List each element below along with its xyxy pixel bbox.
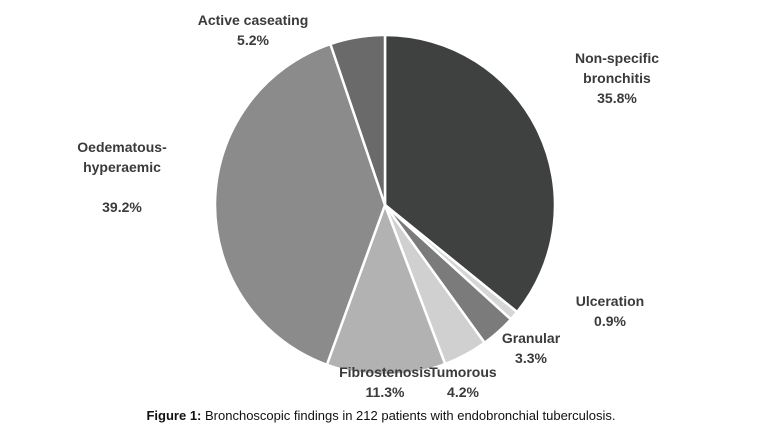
slice-label: Granular 3.3%	[486, 328, 576, 368]
slice-label: Ulceration 0.9%	[560, 291, 660, 331]
value-label: 11.3%	[365, 384, 405, 400]
pie-slice	[329, 33, 387, 207]
slice-label: Active caseating 5.2%	[173, 10, 333, 50]
category-label: Granular	[501, 330, 561, 346]
category-label: Ulceration	[575, 293, 645, 309]
slice-label: Tumorous 4.2%	[418, 362, 508, 402]
value-label: 5.2%	[237, 32, 269, 48]
value-label: 0.9%	[594, 313, 626, 329]
category-label: Active caseating	[197, 12, 309, 28]
slice-label: Non-specific bronchitis 35.8%	[562, 48, 672, 108]
value-label: 39.2%	[102, 199, 142, 215]
slice-label: Fibrostenosis 11.3%	[330, 362, 440, 402]
pie-slice	[383, 33, 557, 314]
category-label: Non-specific bronchitis	[574, 50, 659, 86]
category-label: Fibrostenosis	[339, 364, 431, 380]
pie-slice	[213, 42, 387, 366]
value-label: 4.2%	[447, 384, 479, 400]
category-label: Tumorous	[429, 364, 497, 380]
caption: Figure 1: Bronchoscopic findings in 212 …	[0, 408, 762, 423]
value-label: 3.3%	[515, 350, 547, 366]
slice-label: Oedematous-hyperaemic 39.2%	[70, 137, 175, 217]
pie-slice	[325, 203, 447, 377]
category-label: Oedematous-hyperaemic	[77, 139, 167, 175]
value-label: 35.8%	[597, 90, 637, 106]
caption-text: Bronchoscopic findings in 212 patients w…	[205, 408, 616, 423]
caption-label: Figure 1:	[146, 408, 202, 423]
